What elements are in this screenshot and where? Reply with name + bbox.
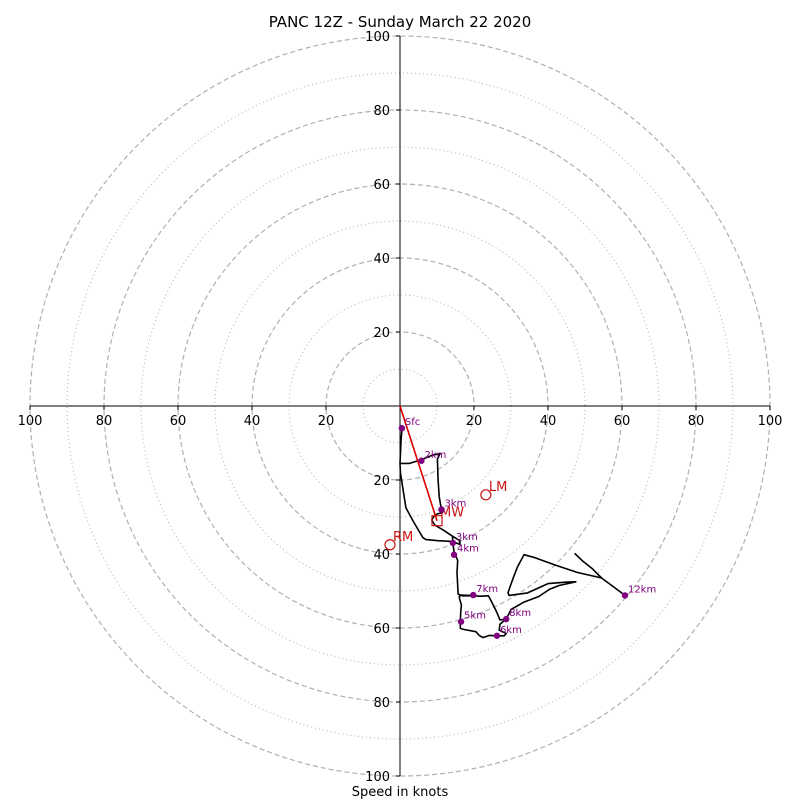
x-tick-label: 80 [688, 414, 705, 429]
storm-motion-label: LM [489, 480, 507, 495]
x-tick-label: 100 [758, 414, 783, 429]
chart-title: PANC 12Z - Sunday March 22 2020 [269, 13, 532, 31]
hodograph-segment-mid [452, 542, 507, 639]
height-point [621, 592, 629, 599]
y-tick-label: 80 [373, 104, 390, 119]
y-tick-label: 20 [373, 474, 390, 489]
height-point-label: Sfc [405, 417, 420, 428]
height-point [438, 506, 445, 513]
storm-motion-label: MW [440, 506, 464, 521]
y-tick-label: 80 [373, 696, 390, 711]
x-tick-label: 20 [466, 414, 483, 429]
x-tick-label: 100 [18, 414, 43, 429]
storm-motion-marker [480, 489, 492, 501]
height-point [398, 425, 406, 432]
height-point [418, 457, 425, 464]
y-tick-label: 60 [373, 178, 390, 193]
height-point-label: 12km [628, 584, 656, 595]
hodograph-trace [399, 430, 626, 639]
y-tick-label: 100 [365, 770, 390, 785]
height-point [457, 618, 465, 625]
height-point [502, 615, 510, 623]
x-tick-label: 20 [318, 414, 335, 429]
height-point-label: 7km [476, 584, 498, 595]
x-tick-label: 40 [244, 414, 261, 429]
height-point-label: 5km [464, 611, 486, 622]
y-tick-label: 40 [373, 252, 390, 267]
x-axis-label: Speed in knots [352, 785, 449, 800]
hodograph-segment-low [399, 430, 461, 546]
x-tick-label: 60 [170, 414, 187, 429]
height-point-label: 2km [424, 450, 446, 461]
storm-motion-marker [384, 539, 396, 551]
height-point-label: 4km [457, 544, 479, 555]
hodograph-segment-top [574, 552, 603, 579]
y-tick-label: 100 [365, 30, 390, 45]
height-point-label: 6km [500, 625, 522, 636]
x-tick-label: 80 [96, 414, 113, 429]
x-tick-label: 40 [540, 414, 557, 429]
height-point [470, 591, 477, 599]
y-tick-label: 40 [373, 548, 390, 563]
storm-motion-label: RM [393, 530, 413, 545]
height-point-label: 8km [509, 608, 531, 619]
tick-labels: 100 80 60 40 20 20 40 60 80 100 100 80 60 40 20 20 40 60 8… [18, 30, 783, 785]
y-tick-label: 60 [373, 622, 390, 637]
height-point-label: 3km [456, 532, 478, 543]
storm-motion-marker [431, 515, 443, 527]
x-tick-label: 60 [614, 414, 631, 429]
height-point [450, 551, 458, 558]
height-point [493, 632, 501, 639]
height-point [449, 539, 457, 547]
hodograph-segment-upper [505, 553, 626, 620]
height-point-label: 3km [444, 499, 466, 510]
y-tick-label: 20 [373, 326, 390, 341]
storm-motions: LM MW RM [384, 405, 507, 551]
mean-wind-vector [399, 405, 438, 521]
